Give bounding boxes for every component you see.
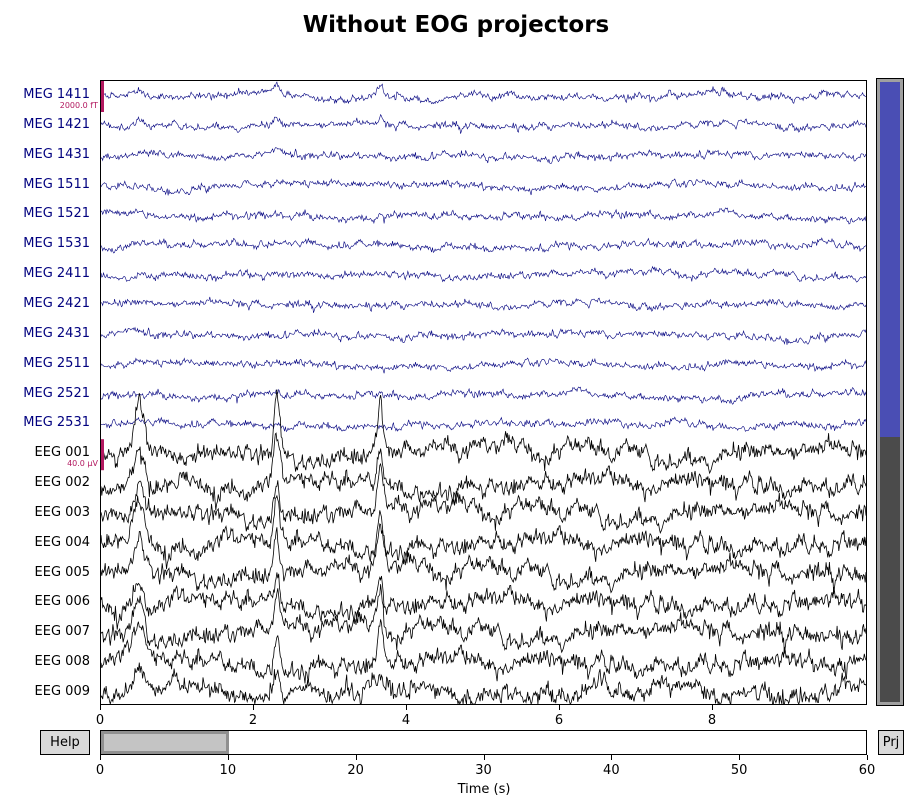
overview-tick-label: 40: [603, 763, 620, 778]
time-tick-mark: [559, 705, 560, 710]
channel-label-meg-2421[interactable]: MEG 2421: [23, 295, 90, 311]
trace-meg-2411[interactable]: [101, 265, 866, 283]
overview-tick-label: 20: [347, 763, 364, 778]
channel-label-meg-1511[interactable]: MEG 1511: [23, 176, 90, 192]
trace-plot[interactable]: [100, 80, 867, 705]
channel-label-meg-2531[interactable]: MEG 2531: [23, 415, 90, 431]
channel-label-eeg-008[interactable]: EEG 008: [34, 654, 90, 670]
trace-eeg-003[interactable]: [101, 462, 866, 534]
trace-eeg-001[interactable]: [101, 389, 866, 475]
time-scrollbar-thumb[interactable]: [101, 731, 229, 754]
channel-label-eeg-005[interactable]: EEG 005: [34, 564, 90, 580]
channel-label-eeg-001[interactable]: EEG 001: [34, 445, 90, 461]
channel-scrollbar[interactable]: [876, 78, 904, 706]
meg-scale-label: 2000.0 fT: [59, 101, 98, 110]
trace-meg-2531[interactable]: [101, 416, 866, 433]
trace-eeg-002[interactable]: [101, 432, 866, 511]
trace-meg-2431[interactable]: [101, 326, 866, 345]
channel-label-meg-1521[interactable]: MEG 1521: [23, 206, 90, 222]
figure-title: Without EOG projectors: [302, 12, 610, 38]
trace-meg-1431[interactable]: [101, 147, 866, 164]
overview-tick-label: 10: [219, 763, 237, 778]
time-tick-label: 8: [707, 713, 717, 728]
trace-eeg-006[interactable]: [101, 572, 866, 630]
trace-meg-2521[interactable]: [101, 386, 866, 405]
overview-tick-mark: [355, 755, 357, 760]
channel-scrollbar-meg-section[interactable]: [878, 80, 902, 437]
channel-label-eeg-002[interactable]: EEG 002: [34, 475, 90, 491]
trace-eeg-007[interactable]: [101, 584, 866, 654]
overview-tick-mark: [483, 755, 485, 760]
overview-tick-mark: [227, 755, 229, 760]
trace-eeg-008[interactable]: [101, 619, 866, 684]
time-scrollbar[interactable]: [100, 730, 867, 755]
channel-label-meg-1421[interactable]: MEG 1421: [23, 116, 90, 132]
trace-meg-2511[interactable]: [101, 357, 866, 374]
channel-scrollbar-eeg-section[interactable]: [878, 437, 902, 704]
trace-meg-1511[interactable]: [101, 178, 866, 196]
eeg-scale-label: 40.0 µV: [67, 459, 98, 469]
trace-meg-2421[interactable]: [101, 296, 866, 313]
channel-label-eeg-007[interactable]: EEG 007: [34, 624, 90, 640]
time-tick-label: 4: [401, 713, 411, 728]
time-tick-mark: [406, 705, 407, 710]
time-tick-mark: [100, 705, 101, 710]
time-tick-label: 0: [95, 713, 105, 728]
trace-meg-1521[interactable]: [101, 207, 866, 225]
channel-label-meg-1531[interactable]: MEG 1531: [23, 236, 90, 252]
overview-xlabel: Time (s): [457, 782, 511, 797]
trace-canvas[interactable]: [101, 81, 866, 704]
channel-label-meg-1411[interactable]: MEG 1411: [23, 87, 90, 102]
overview-tick-mark: [100, 755, 101, 760]
overview-tick-mark: [867, 755, 868, 760]
channel-label-meg-2411[interactable]: MEG 2411: [23, 266, 90, 282]
channel-label-eeg-003[interactable]: EEG 003: [34, 504, 90, 520]
channel-label-eeg-009[interactable]: EEG 009: [34, 684, 90, 699]
overview-tick-label: 30: [475, 763, 492, 778]
trace-eeg-004[interactable]: [101, 494, 866, 570]
trace-meg-1531[interactable]: [101, 237, 866, 254]
overview-tick-mark: [611, 755, 613, 760]
channel-label-meg-2511[interactable]: MEG 2511: [23, 355, 90, 371]
channel-label-meg-1431[interactable]: MEG 1431: [23, 146, 90, 162]
trace-meg-1421[interactable]: [101, 113, 866, 134]
overview-tick-label: 50: [730, 763, 748, 778]
trace-eeg-009[interactable]: [101, 662, 866, 704]
time-tick-label: 6: [554, 713, 564, 728]
channel-label-eeg-004[interactable]: EEG 004: [34, 534, 90, 550]
time-tick-label: 2: [248, 713, 258, 728]
time-tick-mark: [253, 705, 254, 710]
projectors-button[interactable]: Prj: [878, 730, 904, 755]
overview-tick-mark: [739, 755, 741, 760]
channel-label-eeg-006[interactable]: EEG 006: [34, 594, 90, 610]
trace-eeg-005[interactable]: [101, 523, 866, 595]
channel-label-meg-2431[interactable]: MEG 2431: [23, 325, 90, 341]
trace-meg-1411[interactable]: [101, 81, 866, 105]
overview-tick-label: 0: [95, 763, 105, 778]
time-tick-mark: [712, 705, 713, 710]
channel-label-meg-2521[interactable]: MEG 2521: [23, 385, 90, 401]
help-button[interactable]: Help: [40, 730, 90, 755]
overview-tick-label: 60: [858, 763, 876, 778]
